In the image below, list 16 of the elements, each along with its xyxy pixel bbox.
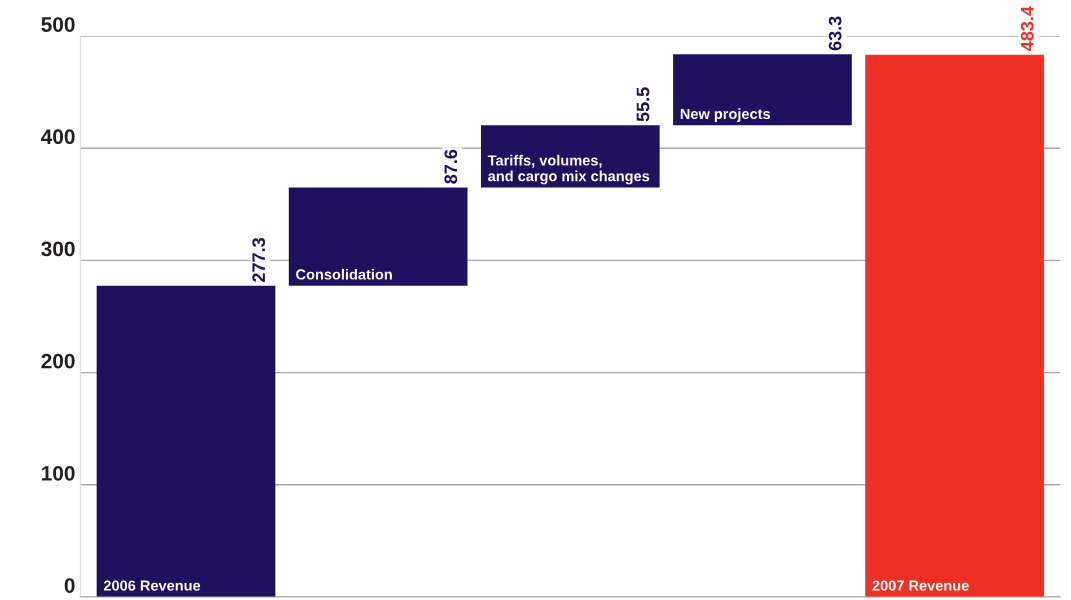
y-tick-label: 500 xyxy=(41,17,75,32)
x-tick-label: Consolidation xyxy=(296,268,392,280)
y-tick-label: 100 xyxy=(42,465,75,481)
x-tick-label: Tariffs, volumes, and cargo mix changes xyxy=(487,154,650,185)
x-tick-label: 2006 Revenue xyxy=(103,580,201,591)
x-tick-label: 2007 Revenue xyxy=(872,580,969,591)
y-tick-label: 0 xyxy=(64,578,75,593)
data-label: 55.5 xyxy=(636,87,650,122)
data-label: 483.4 xyxy=(1020,6,1034,51)
y-tick-label: 400 xyxy=(41,129,75,145)
data-label: 277.3 xyxy=(252,237,266,282)
y-tick-label: 300 xyxy=(41,241,75,257)
y-tick-label: 200 xyxy=(41,353,75,369)
x-tick-label: New projects xyxy=(680,108,770,122)
data-label: 87.6 xyxy=(444,149,458,184)
data-label: 63.3 xyxy=(828,16,842,51)
